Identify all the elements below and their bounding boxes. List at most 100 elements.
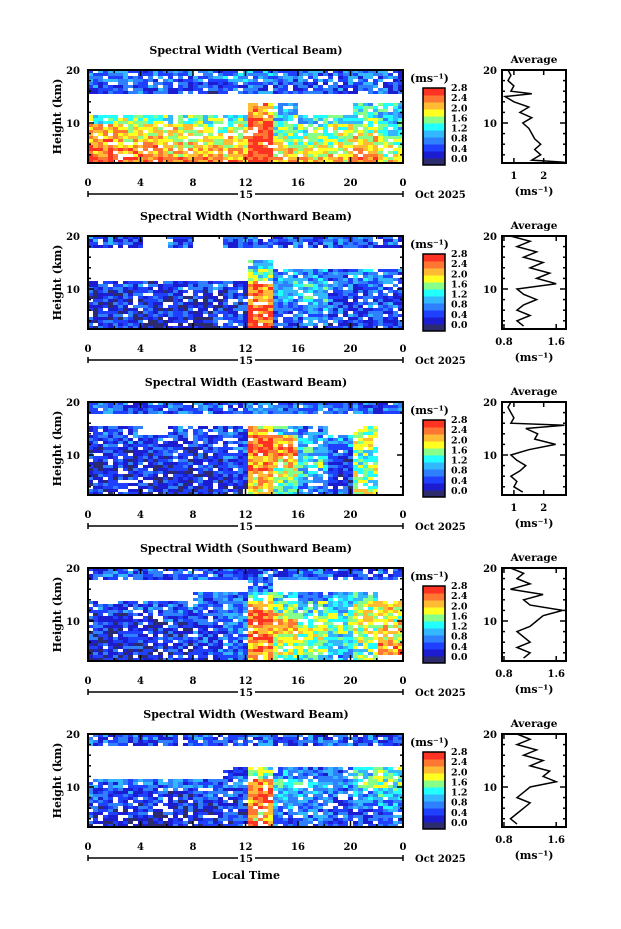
heatmap-cell [218, 308, 223, 311]
heatmap-cell [178, 326, 183, 329]
heatmap-cell [308, 465, 313, 468]
heatmap-cell [243, 245, 248, 248]
heatmap-cell [378, 118, 383, 121]
heatmap-cell [348, 121, 353, 124]
heatmap-cell [298, 284, 303, 287]
heatmap-cell [283, 239, 288, 242]
heatmap-cell [278, 453, 283, 456]
colorbar-tick-label: 2.8 [451, 415, 468, 426]
heatmap-cell [173, 468, 178, 471]
heatmap-cell [333, 88, 338, 91]
heatmap-cell [233, 284, 238, 287]
heatmap-cell [113, 118, 118, 121]
heatmap-cell [233, 483, 238, 486]
heatmap-cell [328, 148, 333, 151]
heatmap-cell [138, 317, 143, 320]
heatmap-cell [323, 115, 328, 118]
heatmap-cell [288, 127, 293, 130]
heatmap-cell [248, 127, 253, 130]
heatmap-cell [98, 649, 103, 652]
heatmap-cell [258, 127, 263, 130]
heatmap-cell [198, 91, 203, 94]
heatmap-cell [213, 625, 218, 628]
heatmap-cell [178, 429, 183, 432]
heatmap-cell [363, 130, 368, 133]
heatmap-cell [163, 634, 168, 637]
heatmap-cell [98, 652, 103, 655]
heatmap-cell [168, 634, 173, 637]
heatmap-cell [353, 88, 358, 91]
heatmap-cell [163, 299, 168, 302]
heatmap-cell [288, 444, 293, 447]
heatmap-cell [213, 655, 218, 658]
heatmap-cell [103, 637, 108, 640]
heatmap-cell [318, 302, 323, 305]
heatmap-cell [163, 311, 168, 314]
heatmap-cell [353, 480, 358, 483]
y-tick-label: 20 [66, 66, 80, 77]
heatmap-cell [288, 317, 293, 320]
heatmap-cell [383, 142, 388, 145]
heatmap-cell [383, 411, 388, 414]
heatmap-cell [253, 73, 258, 76]
heatmap-cell [283, 323, 288, 326]
heatmap-cell [358, 438, 363, 441]
heatmap-cell [388, 82, 393, 85]
heatmap-cell [228, 453, 233, 456]
heatmap-cell [88, 444, 93, 447]
heatmap-cell [263, 441, 268, 444]
heatmap-cell [283, 317, 288, 320]
heatmap-cell [333, 160, 338, 163]
heatmap-cell [338, 157, 343, 160]
heatmap-cell [398, 278, 403, 281]
heatmap-cell [178, 468, 183, 471]
heatmap-cell [358, 145, 363, 148]
heatmap-cell [343, 486, 348, 489]
heatmap-cell [208, 486, 213, 489]
heatmap-cell [328, 308, 333, 311]
heatmap-cell [373, 456, 378, 459]
heatmap-cell [108, 302, 113, 305]
heatmap-cell [233, 317, 238, 320]
heatmap-cell [338, 236, 343, 239]
heatmap-cell [208, 73, 213, 76]
heatmap-cell [213, 287, 218, 290]
heatmap-cell [388, 405, 393, 408]
heatmap-cell [248, 118, 253, 121]
heatmap-cell [353, 106, 358, 109]
heatmap-cell [148, 444, 153, 447]
heatmap-cell [118, 640, 123, 643]
heatmap-cell [358, 408, 363, 411]
heatmap-cell [198, 447, 203, 450]
heatmap-cell [353, 326, 358, 329]
heatmap-cell [313, 236, 318, 239]
heatmap-cell [253, 124, 258, 127]
heatmap-cell [173, 293, 178, 296]
heatmap-cell [283, 242, 288, 245]
heatmap-cell [273, 489, 278, 492]
heatmap-cell [223, 444, 228, 447]
heatmap-cell [383, 272, 388, 275]
heatmap-cell [318, 426, 323, 429]
heatmap-cell [153, 655, 158, 658]
heatmap-cell [373, 290, 378, 293]
heatmap-cell [353, 118, 358, 121]
heatmap-cell [218, 79, 223, 82]
heatmap-cell [183, 568, 188, 571]
heatmap-cell [283, 405, 288, 408]
heatmap-cell [193, 314, 198, 317]
heatmap-cell [108, 405, 113, 408]
heatmap-cell [333, 411, 338, 414]
heatmap-cell [368, 302, 373, 305]
heatmap-cell [368, 426, 373, 429]
heatmap-cell [183, 453, 188, 456]
heatmap-cell [313, 275, 318, 278]
heatmap-cell [213, 619, 218, 622]
heatmap-cell [173, 429, 178, 432]
heatmap-cell [363, 82, 368, 85]
heatmap-cell [178, 568, 183, 571]
heatmap-cell [323, 411, 328, 414]
heatmap-cell [108, 73, 113, 76]
heatmap-cell [98, 571, 103, 574]
heatmap-cell [123, 619, 128, 622]
